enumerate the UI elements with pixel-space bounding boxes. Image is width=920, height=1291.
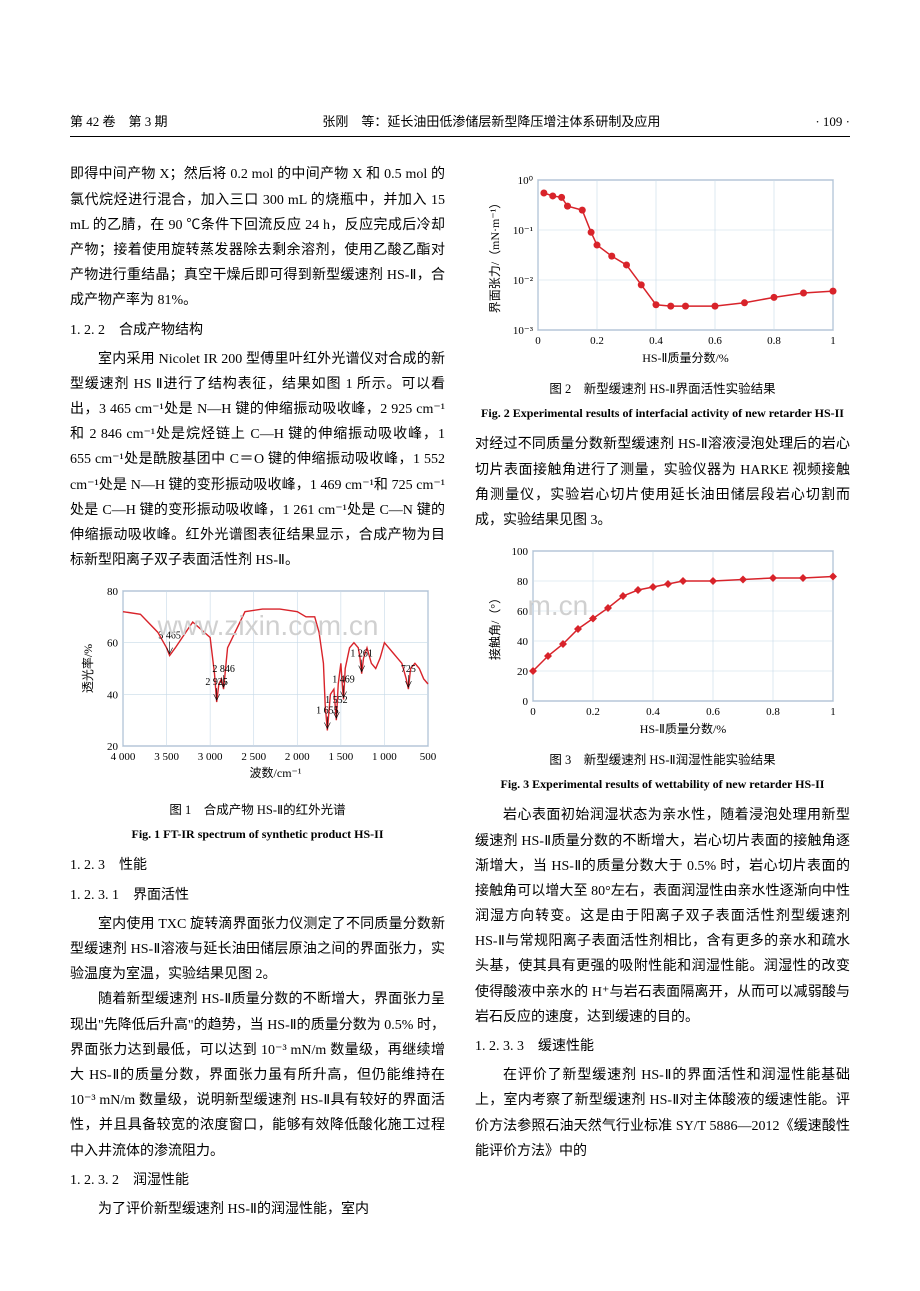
fig3-caption-en: Fig. 3 Experimental results of wettabili… xyxy=(475,774,850,796)
svg-text:0: 0 xyxy=(535,335,541,347)
section-heading: 1. 2. 3. 2 润湿性能 xyxy=(70,1168,445,1193)
svg-text:0.4: 0.4 xyxy=(649,335,663,347)
svg-text:1 000: 1 000 xyxy=(372,751,397,763)
para: 岩心表面初始润湿状态为亲水性，随着浸泡处理用新型缓速剂 HS-Ⅱ质量分数的不断增… xyxy=(475,803,850,1030)
left-column: 即得中间产物 X；然后将 0.2 mol 的中间产物 X 和 0.5 mol 的… xyxy=(70,162,445,1222)
header-right: · 109 · xyxy=(815,110,850,133)
para: 随着新型缓速剂 HS-Ⅱ质量分数的不断增大，界面张力呈现出"先降低后升高"的趋势… xyxy=(70,987,445,1163)
svg-text:透光率/%: 透光率/% xyxy=(80,644,95,693)
svg-text:HS-Ⅱ质量分数/%: HS-Ⅱ质量分数/% xyxy=(642,350,729,365)
svg-text:2 846: 2 846 xyxy=(212,665,235,676)
svg-text:0.4: 0.4 xyxy=(646,706,660,718)
svg-text:1 261: 1 261 xyxy=(350,649,373,660)
svg-text:2 000: 2 000 xyxy=(284,751,309,763)
svg-text:0.8: 0.8 xyxy=(767,335,781,347)
svg-text:HS-Ⅱ质量分数/%: HS-Ⅱ质量分数/% xyxy=(639,721,726,736)
svg-text:100: 100 xyxy=(511,546,528,558)
svg-text:3 465: 3 465 xyxy=(158,631,181,642)
svg-text:10⁻¹: 10⁻¹ xyxy=(512,225,532,237)
svg-text:2 925: 2 925 xyxy=(205,677,228,688)
figure-1: www.zixin.com.cn 4 0003 5003 0002 5002 0… xyxy=(78,581,438,791)
para: 即得中间产物 X；然后将 0.2 mol 的中间产物 X 和 0.5 mol 的… xyxy=(70,162,445,313)
svg-text:10⁻³: 10⁻³ xyxy=(512,325,533,337)
svg-text:80: 80 xyxy=(107,586,119,598)
section-heading: 1. 2. 3. 3 缓速性能 xyxy=(475,1034,850,1059)
header-left: 第 42 卷 第 3 期 xyxy=(70,110,168,133)
svg-text:0: 0 xyxy=(530,706,536,718)
svg-text:接触角/（°）: 接触角/（°） xyxy=(487,592,502,660)
svg-text:40: 40 xyxy=(517,636,529,648)
svg-text:界面张力/（mN·m⁻¹）: 界面张力/（mN·m⁻¹） xyxy=(488,197,502,314)
fig3-caption-cn: 图 3 新型缓速剂 HS-Ⅱ润湿性能实验结果 xyxy=(475,749,850,772)
svg-text:0.2: 0.2 xyxy=(586,706,600,718)
svg-text:1: 1 xyxy=(830,706,836,718)
para: 室内采用 Nicolet IR 200 型傅里叶红外光谱仪对合成的新型缓速剂 H… xyxy=(70,347,445,574)
svg-text:0.6: 0.6 xyxy=(706,706,720,718)
svg-text:725: 725 xyxy=(400,665,415,676)
svg-text:1 655: 1 655 xyxy=(316,706,339,717)
fig1-caption-en: Fig. 1 FT-IR spectrum of synthetic produ… xyxy=(70,824,445,846)
para: 为了评价新型缓速剂 HS-Ⅱ的润湿性能，室内 xyxy=(70,1197,445,1222)
svg-text:1 469: 1 469 xyxy=(332,675,355,686)
svg-text:0.2: 0.2 xyxy=(590,335,604,347)
svg-text:波数/cm⁻¹: 波数/cm⁻¹ xyxy=(249,765,301,780)
para: 对经过不同质量分数新型缓速剂 HS-Ⅱ溶液浸泡处理后的岩心切片表面接触角进行了测… xyxy=(475,432,850,533)
svg-text:0: 0 xyxy=(522,696,528,708)
svg-text:60: 60 xyxy=(107,638,119,650)
svg-text:3 500: 3 500 xyxy=(154,751,179,763)
svg-text:60: 60 xyxy=(517,606,529,618)
fig2-caption-en: Fig. 2 Experimental results of interfaci… xyxy=(475,403,850,425)
para: 在评价了新型缓速剂 HS-Ⅱ的界面活性和润湿性能基础上，室内考察了新型缓速剂 H… xyxy=(475,1063,850,1164)
svg-text:80: 80 xyxy=(517,576,529,588)
svg-text:500: 500 xyxy=(419,751,436,763)
section-heading: 1. 2. 3. 1 界面活性 xyxy=(70,883,445,908)
para: 室内使用 TXC 旋转滴界面张力仪测定了不同质量分数新型缓速剂 HS-Ⅱ溶液与延… xyxy=(70,912,445,988)
fig1-caption-cn: 图 1 合成产物 HS-Ⅱ的红外光谱 xyxy=(70,799,445,822)
page-header: 第 42 卷 第 3 期 张刚 等：延长油田低渗储层新型降压增注体系研制及应用 … xyxy=(70,110,850,137)
svg-text:0.8: 0.8 xyxy=(766,706,780,718)
svg-text:40: 40 xyxy=(107,690,119,702)
figure-3: m.cn 00.20.40.60.81020406080100HS-Ⅱ质量分数/… xyxy=(483,541,843,741)
svg-text:3 000: 3 000 xyxy=(197,751,222,763)
svg-text:1: 1 xyxy=(830,335,836,347)
figure-2: 0 0.2 0.4 0.6 0.8 1 10⁻³ 10⁻² 10⁻¹ 10⁰ HS-Ⅱ质量分数/% 界… xyxy=(483,170,843,370)
svg-text:20: 20 xyxy=(517,666,529,678)
section-heading: 1. 2. 2 合成产物结构 xyxy=(70,318,445,343)
svg-text:10⁰: 10⁰ xyxy=(517,175,533,187)
svg-text:10⁻²: 10⁻² xyxy=(512,275,533,287)
fig2-caption-cn: 图 2 新型缓速剂 HS-Ⅱ界面活性实验结果 xyxy=(475,378,850,401)
svg-text:2 500: 2 500 xyxy=(241,751,266,763)
header-center: 张刚 等：延长油田低渗储层新型降压增注体系研制及应用 xyxy=(322,110,660,133)
section-heading: 1. 2. 3 性能 xyxy=(70,853,445,878)
svg-text:20: 20 xyxy=(107,741,119,753)
svg-text:0.6: 0.6 xyxy=(708,335,722,347)
right-column: 0 0.2 0.4 0.6 0.8 1 10⁻³ 10⁻² 10⁻¹ 10⁰ HS-Ⅱ质量分数/% 界… xyxy=(475,162,850,1222)
svg-text:1 500: 1 500 xyxy=(328,751,353,763)
